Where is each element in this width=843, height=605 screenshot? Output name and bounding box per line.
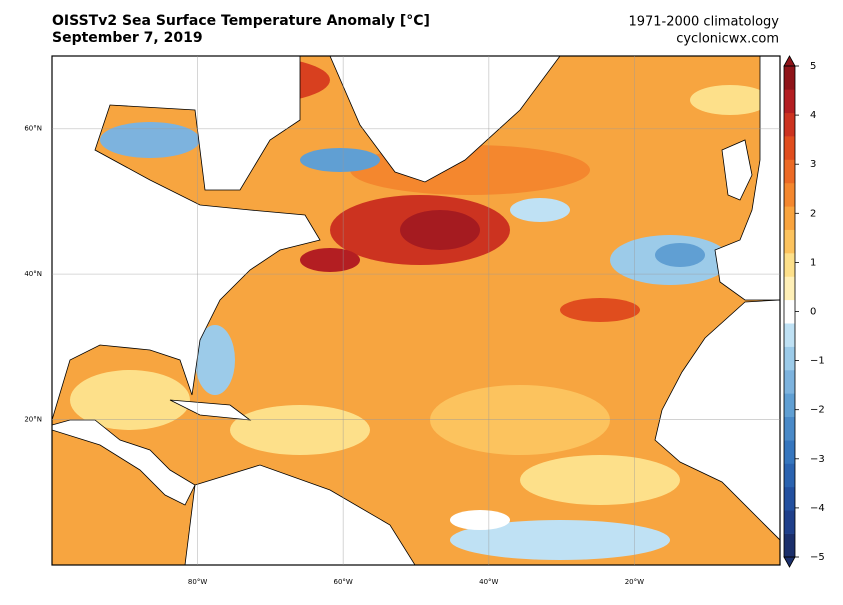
anomaly-patches bbox=[70, 56, 770, 560]
colorbar-segment bbox=[784, 463, 795, 488]
colorbar-segment bbox=[784, 182, 795, 207]
colorbar-segment bbox=[784, 299, 795, 324]
map-frame bbox=[51, 55, 781, 566]
colorbar-segment bbox=[784, 159, 795, 184]
colorbar-segment bbox=[784, 323, 795, 347]
y-tick-label: 20°N bbox=[24, 416, 42, 424]
colorbar-segment bbox=[784, 416, 795, 441]
colorbar-segment bbox=[784, 206, 795, 230]
colorbar-extend-low bbox=[783, 556, 796, 568]
colorbar-tick-label: −1 bbox=[810, 356, 825, 367]
colorbar-tick-label: −5 bbox=[810, 552, 825, 563]
colorbar-segment bbox=[784, 66, 795, 90]
colorbar-segment bbox=[784, 486, 795, 511]
colorbar-segment bbox=[784, 89, 795, 114]
colorbar-tick-label: −2 bbox=[810, 405, 825, 416]
colorbar-tick-label: −4 bbox=[810, 503, 825, 514]
colorbar-tick-label: −3 bbox=[810, 454, 825, 465]
colorbar-segment bbox=[784, 136, 795, 160]
colorbar-segment bbox=[784, 393, 795, 418]
x-tick-label: 20°W bbox=[625, 578, 644, 586]
y-tick-label: 60°N bbox=[24, 125, 42, 133]
colorbar-segment bbox=[784, 253, 795, 277]
land bbox=[52, 56, 780, 565]
colorbar-segment bbox=[784, 112, 795, 137]
colorbar-tick-label: 4 bbox=[810, 110, 816, 121]
y-tick-label: 40°N bbox=[24, 270, 42, 278]
map bbox=[52, 56, 780, 565]
colorbar-segment bbox=[784, 369, 795, 394]
climatology-note: 1971-2000 climatology bbox=[628, 15, 779, 30]
colorbar-extend-high bbox=[783, 55, 796, 67]
colorbar-segment bbox=[784, 346, 795, 371]
colorbar-segment bbox=[784, 276, 795, 301]
colorbar-segment bbox=[784, 229, 795, 254]
colorbar-segment bbox=[784, 533, 795, 558]
source: cyclonicwx.com bbox=[676, 32, 779, 47]
x-tick-label: 40°W bbox=[479, 578, 498, 586]
colorbar-tick-label: 2 bbox=[810, 208, 816, 219]
subtitle: September 7, 2019 bbox=[52, 30, 203, 46]
x-tick-label: 60°W bbox=[334, 578, 353, 586]
colorbar-tick-label: 3 bbox=[810, 159, 816, 170]
colorbar-tick-label: 0 bbox=[810, 307, 816, 318]
x-tick-label: 80°W bbox=[188, 578, 207, 586]
colorbar-tick-label: 5 bbox=[810, 61, 816, 72]
colorbar-tick-label: 1 bbox=[810, 257, 816, 268]
title: OISSTv2 Sea Surface Temperature Anomaly … bbox=[52, 13, 430, 29]
colorbar-segment bbox=[784, 510, 795, 534]
colorbar-segment bbox=[784, 440, 795, 464]
